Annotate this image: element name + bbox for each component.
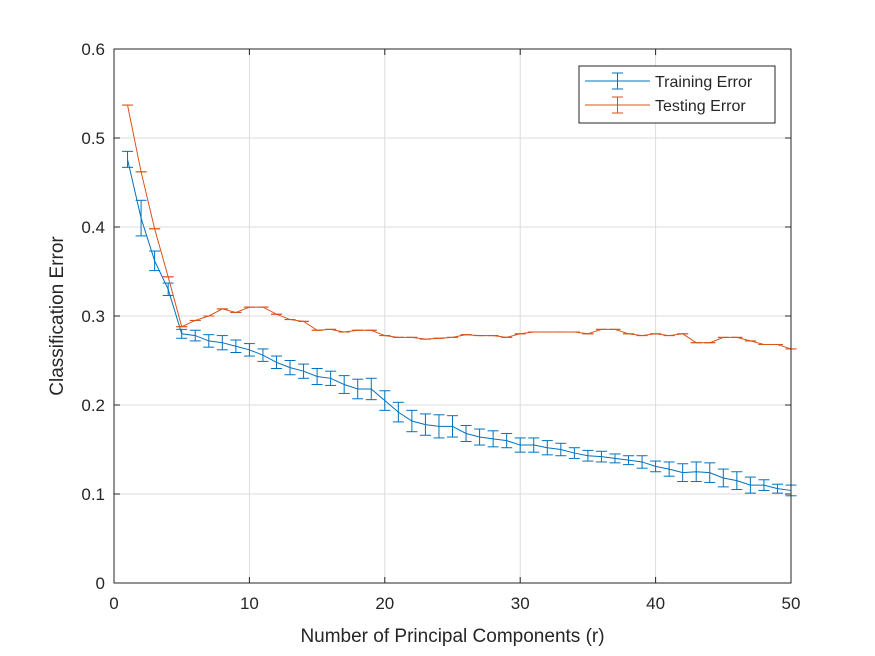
x-tick-label: 0	[109, 594, 118, 613]
y-tick-label: 0.4	[81, 218, 105, 237]
error-bar	[474, 428, 486, 446]
x-axis: 0 10 20 30 40 50	[109, 49, 800, 613]
legend-item-training: Training Error	[585, 72, 753, 91]
y-axis-title: Classification Error	[47, 236, 68, 396]
y-tick-label: 0.2	[81, 396, 105, 415]
error-bar	[392, 401, 404, 423]
legend-label-training: Training Error	[655, 74, 753, 91]
error-bar	[555, 442, 567, 457]
error-bar	[243, 343, 255, 357]
error-bar	[663, 461, 675, 477]
error-bar	[650, 460, 662, 473]
error-bar	[771, 483, 783, 494]
x-tick-label: 10	[240, 594, 259, 613]
error-bar	[541, 440, 553, 456]
error-bar	[189, 329, 201, 342]
series-1	[122, 104, 797, 350]
error-bar	[501, 432, 513, 449]
y-tick-label: 0.5	[81, 129, 105, 148]
error-bar	[352, 378, 364, 400]
y-tick-label: 0	[96, 574, 105, 593]
y-tick-label: 0.3	[81, 307, 105, 326]
y-tick-label: 0.1	[81, 485, 105, 504]
error-bar	[514, 437, 526, 453]
x-tick-label: 20	[375, 594, 394, 613]
error-bar	[758, 479, 770, 491]
error-bar	[298, 363, 310, 379]
grid-lines	[114, 49, 791, 583]
error-bar	[325, 370, 337, 386]
series-layer	[122, 104, 797, 497]
error-bar	[623, 455, 635, 466]
y-tick-label: 0.6	[81, 40, 105, 59]
error-bar	[731, 471, 743, 491]
error-bar	[582, 449, 594, 462]
error-bar	[447, 415, 458, 438]
error-bar	[568, 447, 580, 459]
x-axis-title: Number of Principal Components (r)	[300, 626, 604, 647]
error-bar	[162, 282, 174, 297]
error-bar	[257, 348, 269, 362]
error-bar	[230, 339, 242, 353]
error-bar	[677, 463, 689, 483]
x-tick-label: 30	[511, 594, 530, 613]
error-bar	[176, 328, 188, 339]
series-line	[127, 159, 792, 491]
error-bar	[704, 462, 716, 483]
series-0	[122, 150, 797, 497]
error-bar	[135, 199, 147, 237]
error-bar	[216, 335, 228, 351]
error-bar	[122, 150, 134, 168]
error-bar	[419, 413, 431, 436]
error-bar	[203, 334, 215, 348]
error-bar	[311, 368, 323, 386]
x-tick-label: 40	[646, 594, 665, 613]
error-bar	[365, 377, 377, 401]
legend: Training Error Testing Error	[578, 65, 776, 124]
error-bar	[595, 450, 607, 463]
error-bar	[744, 476, 756, 494]
error-bar	[528, 437, 540, 453]
legend-label-testing: Testing Error	[655, 98, 746, 115]
x-tick-label: 50	[782, 594, 801, 613]
error-bar	[379, 390, 391, 411]
error-bar	[690, 461, 702, 483]
error-bar	[636, 455, 648, 469]
error-bar	[433, 414, 445, 439]
error-bar	[609, 453, 621, 464]
error-bar	[149, 250, 161, 272]
error-bar	[270, 355, 282, 370]
error-bar	[717, 468, 729, 488]
error-bar	[460, 424, 472, 442]
legend-item-testing: Testing Error	[585, 96, 746, 115]
error-bar	[338, 375, 350, 394]
error-bar	[406, 409, 418, 433]
legend-box	[578, 65, 776, 124]
error-bar	[487, 430, 499, 448]
error-bar	[284, 360, 296, 376]
y-axis: 0 0.1 0.2 0.3 0.4 0.5 0.6	[81, 40, 791, 593]
